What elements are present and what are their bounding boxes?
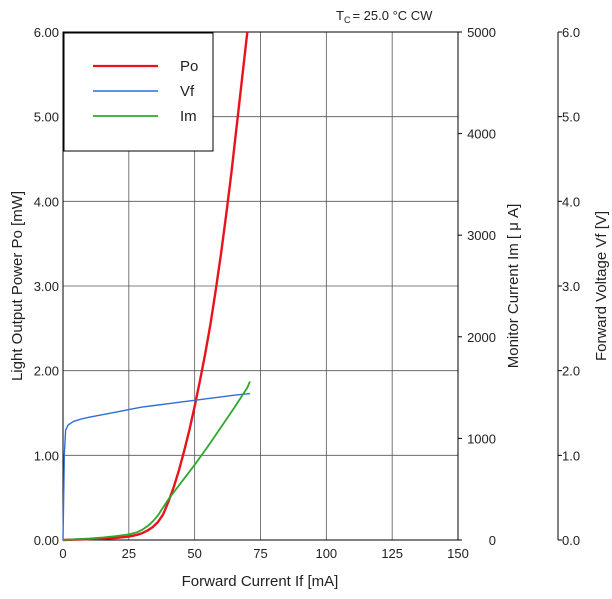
y-right2-tick-labels: 0.0 1.0 2.0 3.0 4.0 5.0 6.0 xyxy=(558,25,580,548)
x-tick-label-0: 0 xyxy=(59,546,66,561)
y-right1-tick-label-2: 2000 xyxy=(467,330,496,345)
legend-box xyxy=(63,32,214,152)
y-left-axis-label: Light Output Power Po [mW] xyxy=(9,191,26,381)
x-tick-label-2: 50 xyxy=(187,546,201,561)
y-right2-tick-label-2: 2.0 xyxy=(562,364,580,379)
x-tick-label-5: 125 xyxy=(381,546,403,561)
y-right2-axis-label: Forward Voltage Vf [V] xyxy=(593,211,610,361)
x-tick-labels: 0 25 50 75 100 125 150 xyxy=(59,546,468,561)
y-right1-tick-label-4: 4000 xyxy=(467,127,496,142)
y-right2-tick-label-5: 5.0 xyxy=(562,110,580,125)
condition-symbol: T xyxy=(336,8,344,23)
condition-rest: = 25.0 °C CW xyxy=(352,8,433,23)
y-right2-tick-label-0: 0.0 xyxy=(562,533,580,548)
legend-label-po: Po xyxy=(180,58,198,75)
y-right1-tick-label-5: 5000 xyxy=(467,25,496,40)
y-right1-tick-label-3: 3000 xyxy=(467,228,496,243)
legend-label-vf: Vf xyxy=(180,83,195,100)
y-left-tick-label-5: 5.00 xyxy=(34,110,59,125)
y-right1-tick-labels: 0 1000 2000 3000 4000 5000 xyxy=(458,25,496,548)
y-left-tick-label-0: 0.00 xyxy=(34,533,59,548)
condition-subscript: C xyxy=(344,15,351,25)
legend: Po Vf Im xyxy=(63,32,214,152)
y-right2-tick-label-1: 1.0 xyxy=(562,448,580,463)
y-right1-tick-label-1: 1000 xyxy=(467,431,496,446)
y-left-tick-label-1: 1.00 xyxy=(34,448,59,463)
x-tick-label-1: 25 xyxy=(122,546,136,561)
y-right2-tick-label-4: 4.0 xyxy=(562,194,580,209)
y-left-tick-label-4: 4.00 xyxy=(34,194,59,209)
y-right2-tick-label-3: 3.0 xyxy=(562,279,580,294)
y-right1-tick-label-0: 0 xyxy=(489,533,496,548)
y-left-tick-label-2: 2.00 xyxy=(34,364,59,379)
y-left-tick-labels: 0.00 1.00 2.00 3.00 4.00 5.00 6.00 xyxy=(34,25,59,548)
x-axis-label: Forward Current If [mA] xyxy=(182,573,339,590)
series-line-vf xyxy=(62,392,251,541)
condition-text: TC = 25.0 °C CW xyxy=(336,8,433,25)
y-left-tick-label-3: 3.00 xyxy=(34,279,59,294)
chart-series xyxy=(62,31,251,542)
x-tick-label-4: 100 xyxy=(315,546,337,561)
y-right2-tick-label-6: 6.0 xyxy=(562,25,580,40)
x-tick-label-6: 150 xyxy=(447,546,469,561)
series-line-po xyxy=(62,31,249,542)
legend-label-im: Im xyxy=(180,108,197,125)
series-line-im xyxy=(62,381,251,541)
y-left-tick-label-6: 6.00 xyxy=(34,25,59,40)
x-tick-label-3: 75 xyxy=(253,546,267,561)
y-right1-axis-label: Monitor Current Im [ μ A] xyxy=(505,204,522,369)
